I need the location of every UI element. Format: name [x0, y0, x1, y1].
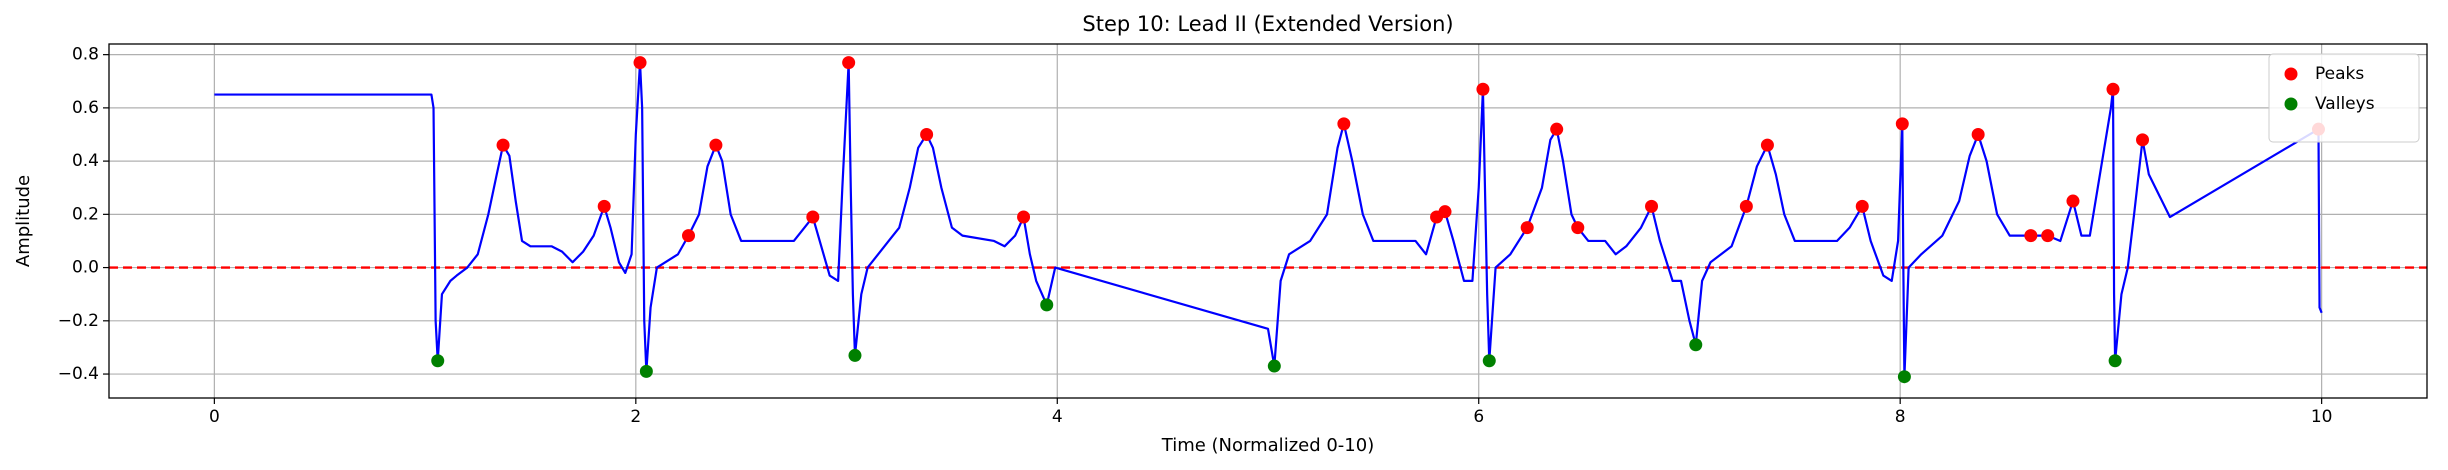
scatter-point	[639, 364, 653, 378]
scatter-point	[2106, 82, 2120, 96]
scatter-point	[1855, 199, 1869, 213]
scatter-point	[848, 348, 862, 362]
x-tick-label: 2	[630, 407, 641, 427]
scatter-point	[496, 138, 510, 152]
scatter-point	[2108, 354, 2122, 368]
x-tick-label: 6	[1473, 407, 1484, 427]
scatter-point	[1482, 354, 1496, 368]
scatter-point	[1438, 205, 1452, 219]
scatter-point	[1550, 122, 1564, 136]
x-tick-label: 8	[1895, 407, 1906, 427]
x-axis-label: Time (Normalized 0-10)	[1161, 435, 1374, 456]
y-axis-label: Amplitude	[13, 175, 34, 267]
scatter-point	[1895, 117, 1909, 131]
scatter-point	[1267, 359, 1281, 373]
y-tick-label: 0.0	[72, 258, 99, 278]
scatter-point	[806, 210, 820, 224]
scatter-point	[2041, 229, 2055, 243]
scatter-point	[842, 56, 856, 70]
chart-title: Step 10: Lead II (Extended Version)	[1082, 12, 1453, 36]
y-tick-label: −0.4	[58, 364, 99, 384]
legend-marker	[2284, 67, 2298, 81]
scatter-point	[2136, 133, 2150, 147]
plot-frame	[108, 43, 2428, 399]
x-tick-label: 0	[209, 407, 220, 427]
x-tick-label: 10	[2311, 407, 2333, 427]
scatter-point	[1520, 221, 1534, 235]
scatter-point	[1760, 138, 1774, 152]
legend-label: Peaks	[2315, 64, 2364, 84]
y-tick-label: 0.4	[72, 151, 99, 171]
scatter-point	[682, 229, 695, 243]
scatter-point	[1040, 298, 1054, 312]
scatter-point	[1645, 199, 1659, 213]
y-tick-label: 0.6	[72, 98, 99, 118]
y-tick-label: −0.2	[58, 311, 99, 331]
scatter-point	[597, 199, 611, 213]
x-tick-label: 4	[1052, 407, 1063, 427]
scatter-point	[2024, 229, 2038, 243]
legend-label: Valleys	[2315, 94, 2375, 114]
scatter-point	[920, 127, 934, 141]
scatter-point	[633, 56, 647, 70]
scatter-point	[1017, 210, 1031, 224]
scatter-point	[1571, 221, 1585, 235]
scatter-point	[1971, 127, 1985, 141]
scatter-point	[1337, 117, 1351, 131]
scatter-point	[1897, 370, 1911, 384]
y-tick-label: 0.2	[72, 204, 99, 224]
scatter-point	[431, 354, 445, 368]
signal-line	[214, 61, 2323, 378]
scatter-point	[1476, 82, 1490, 96]
legend-marker	[2284, 97, 2298, 111]
y-tick-label: 0.8	[72, 45, 99, 65]
scatter-point	[709, 138, 723, 152]
scatter-point	[1739, 199, 1753, 213]
scatter-point	[1689, 338, 1703, 352]
scatter-point	[2066, 194, 2080, 208]
legend-box	[2268, 53, 2420, 143]
